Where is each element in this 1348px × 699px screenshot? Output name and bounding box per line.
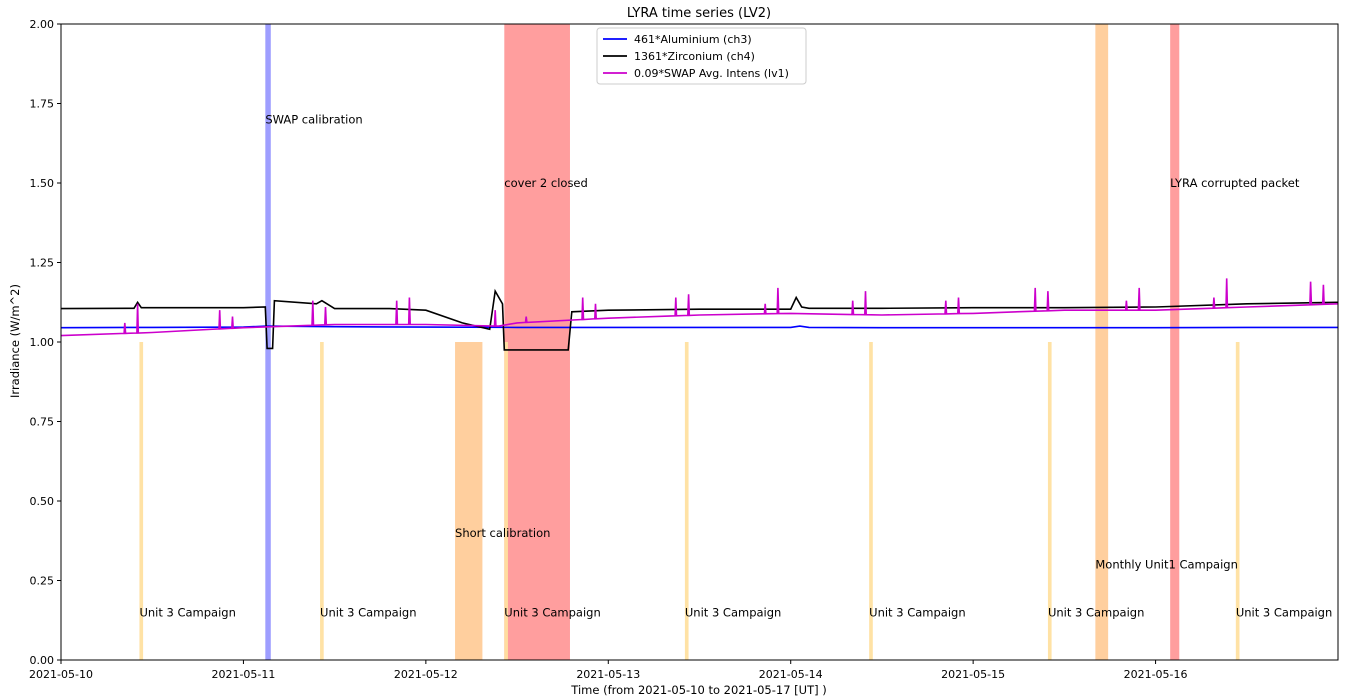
x-tick-label-5: 2021-05-15 bbox=[941, 668, 1005, 681]
band-labels: SWAP calibration cover 2 closed LYRA corru… bbox=[139, 112, 1332, 619]
band-8 bbox=[684, 342, 689, 660]
series-lines bbox=[60, 278, 1339, 351]
series-line-2 bbox=[60, 278, 1339, 337]
x-tick-label-0: 2021-05-10 bbox=[29, 668, 93, 681]
band-9 bbox=[869, 342, 873, 660]
band-label-4: Short calibration bbox=[455, 526, 550, 540]
legend-label-2: 0.09*SWAP Avg. Intens (lv1) bbox=[634, 67, 789, 80]
x-tick-label-1: 2021-05-11 bbox=[211, 668, 275, 681]
band-7 bbox=[504, 342, 508, 660]
y-tick-label-3: 0.75 bbox=[30, 416, 55, 429]
y-axis-label: Irradiance (W/m^2) bbox=[8, 284, 22, 398]
band-label-7: Unit 3 Campaign bbox=[504, 605, 600, 619]
legend-box bbox=[596, 27, 807, 85]
band-11 bbox=[1235, 342, 1240, 660]
band-3 bbox=[1095, 24, 1109, 660]
legend-label-0: 461*Aluminium (ch3) bbox=[634, 33, 752, 46]
band-label-9: Unit 3 Campaign bbox=[869, 605, 965, 619]
band-2 bbox=[1170, 24, 1180, 660]
band-label-6: Unit 3 Campaign bbox=[320, 605, 416, 619]
y-tick-label-4: 1.00 bbox=[30, 336, 55, 349]
band-label-5: Unit 3 Campaign bbox=[139, 605, 235, 619]
band-4 bbox=[455, 342, 483, 660]
x-tick-label-3: 2021-05-13 bbox=[576, 668, 640, 681]
band-label-1: cover 2 closed bbox=[504, 176, 588, 190]
x-axis-label: Time (from 2021-05-10 to 2021-05-17 [UT]… bbox=[570, 683, 826, 697]
band-10 bbox=[1047, 342, 1052, 660]
x-tick-label-6: 2021-05-16 bbox=[1124, 668, 1188, 681]
y-axis: 0.00 0.25 0.50 0.75 1.00 1.25 1.50 1.75 2.00 bbox=[30, 18, 61, 667]
band-5 bbox=[139, 342, 144, 660]
y-tick-label-7: 1.75 bbox=[30, 98, 55, 111]
band-label-10: Unit 3 Campaign bbox=[1048, 605, 1144, 619]
series-line-1 bbox=[60, 288, 1339, 351]
band-label-11: Unit 3 Campaign bbox=[1236, 605, 1332, 619]
band-1 bbox=[504, 24, 570, 660]
band-label-2: LYRA corrupted packet bbox=[1170, 176, 1300, 190]
y-tick-label-1: 0.25 bbox=[30, 575, 55, 588]
band-label-3: Monthly Unit1 Campaign bbox=[1095, 558, 1238, 572]
annotation-bands bbox=[139, 24, 1240, 660]
band-6 bbox=[320, 342, 324, 660]
y-tick-label-8: 2.00 bbox=[30, 18, 55, 31]
legend: 461*Aluminium (ch3) 1361*Zirconium (ch4) 0… bbox=[596, 27, 807, 85]
x-tick-label-2: 2021-05-12 bbox=[394, 668, 458, 681]
legend-label-1: 1361*Zirconium (ch4) bbox=[634, 50, 755, 63]
band-label-8: Unit 3 Campaign bbox=[685, 605, 781, 619]
y-tick-label-5: 1.25 bbox=[30, 257, 55, 270]
y-tick-label-0: 0.00 bbox=[30, 654, 55, 667]
x-axis: 2021-05-10 2021-05-11 2021-05-12 2021-05-13… bbox=[29, 660, 1188, 681]
y-tick-label-6: 1.50 bbox=[30, 177, 55, 190]
chart-title: LYRA time series (LV2) bbox=[627, 6, 771, 21]
x-tick-label-4: 2021-05-14 bbox=[759, 668, 823, 681]
y-tick-label-2: 0.50 bbox=[30, 495, 55, 508]
band-label-0: SWAP calibration bbox=[265, 112, 362, 126]
band-0 bbox=[265, 24, 271, 660]
